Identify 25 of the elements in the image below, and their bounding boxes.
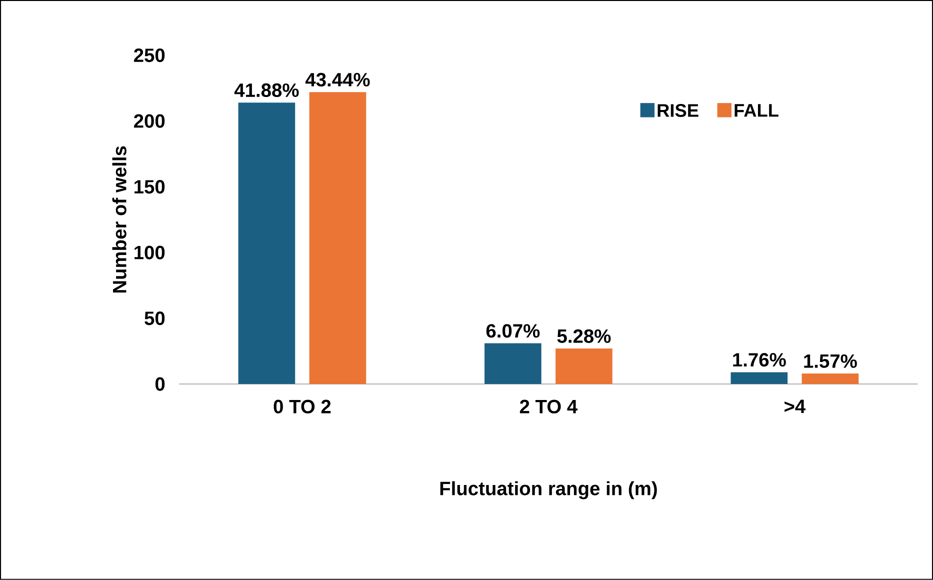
bar <box>238 102 296 384</box>
annotation: 1.76% <box>733 353 786 367</box>
annotation: 6.07% <box>486 324 540 338</box>
y-tick-label: 150 <box>134 180 165 194</box>
bar <box>556 348 612 384</box>
legend-label: RISE <box>658 104 698 118</box>
bar <box>802 374 859 384</box>
annotation: 41.88% <box>234 83 299 98</box>
y-tick-label: 0 <box>155 377 165 391</box>
bar <box>730 372 788 384</box>
bar <box>309 92 366 384</box>
y-tick-label: 250 <box>134 48 165 62</box>
x-tick-label: 0 TO 2 <box>274 400 331 414</box>
bar <box>484 343 542 384</box>
y-tick-label: 100 <box>134 246 165 260</box>
annotation: 5.28% <box>557 329 611 343</box>
y-tick-label: 200 <box>134 114 165 128</box>
x-axis-title: Fluctuation range in (m) <box>440 481 657 500</box>
annotation: 1.57% <box>804 354 857 368</box>
legend-label: FALL <box>734 104 778 117</box>
x-tick-label: 2 TO 4 <box>520 400 578 414</box>
annotation: 43.44% <box>305 72 370 87</box>
x-tick-label: >4 <box>784 400 806 414</box>
y-tick-label: 50 <box>144 312 165 326</box>
y-axis-title: Number of wells <box>112 146 126 293</box>
